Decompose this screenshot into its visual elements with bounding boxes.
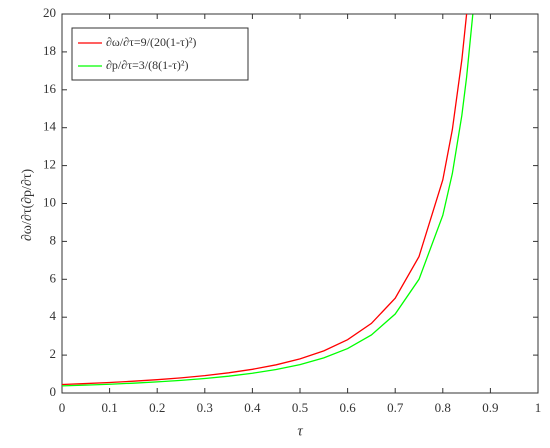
y-tick-label: 0 bbox=[50, 384, 57, 399]
y-tick-label: 2 bbox=[50, 346, 57, 361]
legend-label: ∂ω/∂τ=9/(20(1-τ)²) bbox=[106, 35, 196, 49]
x-tick-label: 0.3 bbox=[197, 400, 213, 415]
x-axis-label: τ bbox=[297, 423, 303, 439]
y-tick-label: 16 bbox=[43, 81, 57, 96]
y-tick-label: 14 bbox=[43, 119, 57, 134]
y-tick-label: 4 bbox=[50, 308, 57, 323]
y-axis-label: ∂ω/∂τ(∂p/∂τ) bbox=[20, 169, 35, 242]
legend-label: ∂p/∂τ=3/(8(1-τ)²) bbox=[106, 58, 189, 72]
x-tick-label: 0.6 bbox=[339, 400, 356, 415]
x-tick-label: 0.5 bbox=[292, 400, 308, 415]
x-tick-label: 0.1 bbox=[101, 400, 117, 415]
x-tick-label: 0.9 bbox=[482, 400, 498, 415]
legend-box bbox=[71, 27, 249, 81]
y-tick-label: 6 bbox=[50, 270, 57, 285]
x-tick-label: 0 bbox=[59, 400, 66, 415]
x-tick-label: 0.7 bbox=[387, 400, 404, 415]
series-line bbox=[62, 14, 474, 387]
x-tick-label: 0.8 bbox=[435, 400, 451, 415]
y-tick-label: 12 bbox=[43, 157, 56, 172]
y-tick-label: 8 bbox=[50, 232, 57, 247]
x-tick-label: 1 bbox=[535, 400, 542, 415]
y-tick-label: 20 bbox=[43, 5, 56, 20]
y-tick-label: 10 bbox=[43, 194, 56, 209]
series-line bbox=[62, 14, 468, 386]
x-tick-label: 0.4 bbox=[244, 400, 261, 415]
y-tick-label: 18 bbox=[43, 43, 56, 58]
x-tick-label: 0.2 bbox=[149, 400, 165, 415]
